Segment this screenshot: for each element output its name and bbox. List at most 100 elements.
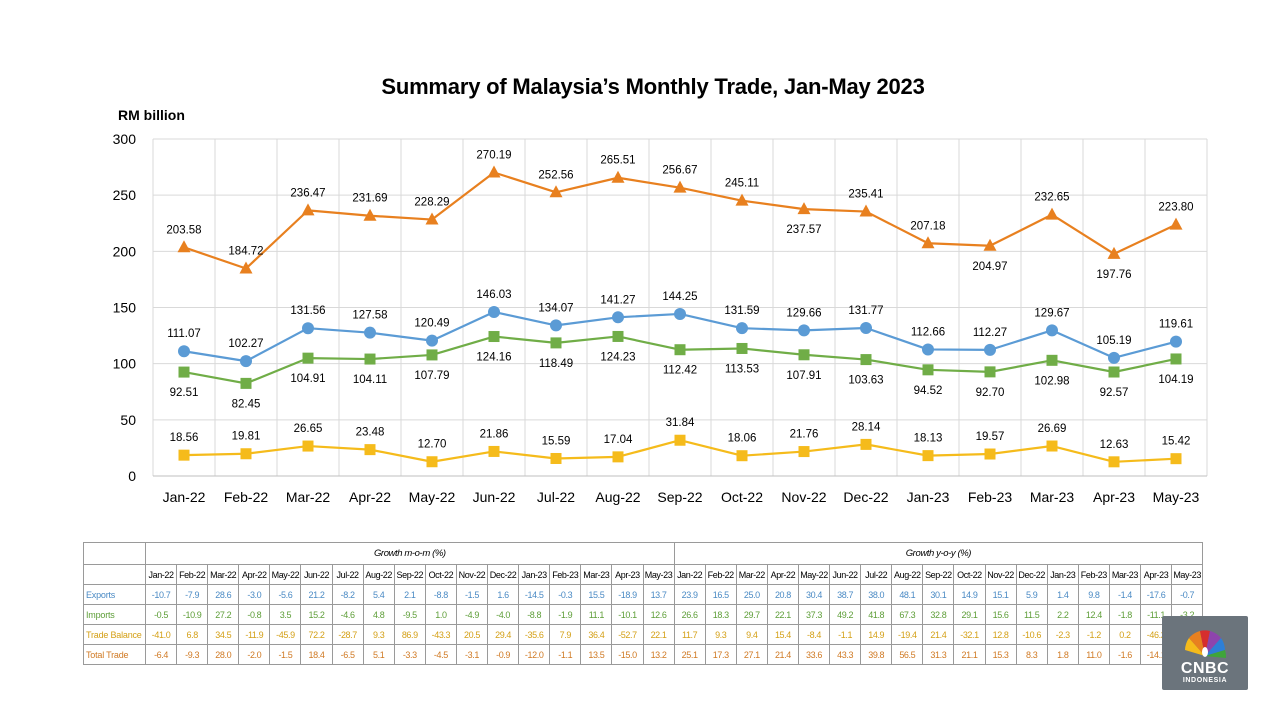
table-cell: 34.5: [207, 624, 240, 645]
x-tick-label: Aug-22: [595, 489, 640, 505]
data-label: 203.58: [166, 224, 201, 236]
month-header-cell: Mar-23: [580, 564, 613, 585]
table-cell: -4.5: [424, 644, 457, 665]
month-header-cell: Oct-22: [424, 564, 457, 585]
row-label: Trade Balance: [83, 624, 146, 645]
y-tick-label: 0: [128, 468, 136, 484]
data-point: [549, 185, 563, 198]
table-cell: 11.0: [1077, 644, 1110, 665]
data-point: [426, 334, 438, 347]
data-point: [177, 240, 191, 253]
data-point: [798, 446, 810, 458]
table-row: Total Trade -6.4 -9.3 28.0 -2.0 -1.5 18.4 -6.5 5…: [83, 644, 1204, 665]
data-point: [239, 261, 253, 274]
x-tick-label: Apr-22: [349, 489, 391, 505]
data-label: 113.53: [725, 363, 759, 375]
data-point: [922, 343, 934, 356]
data-point: [550, 319, 562, 332]
data-label: 12.70: [418, 439, 447, 451]
table-cell: 1.8: [1046, 644, 1079, 665]
table-cell: 13.2: [642, 644, 675, 665]
data-label: 124.16: [476, 352, 511, 364]
data-label: 231.69: [352, 193, 387, 205]
data-point: [240, 355, 252, 368]
data-label: 26.69: [1038, 423, 1067, 435]
table-cell: 1.4: [1046, 584, 1079, 605]
data-label: 92.70: [976, 387, 1005, 399]
table-cell: 29.4: [487, 624, 520, 645]
data-label: 105.19: [1096, 335, 1131, 347]
data-label: 107.91: [786, 370, 821, 382]
table-cell: 7.9: [549, 624, 582, 645]
month-header-cell: Apr-22: [238, 564, 271, 585]
table-cell: 38.0: [860, 584, 893, 605]
month-header-cell: Mar-23: [1108, 564, 1142, 585]
table-cell: -2.0: [238, 644, 271, 665]
data-point: [488, 305, 500, 318]
table-cell: -8.8: [424, 584, 457, 605]
data-point: [364, 326, 376, 339]
table-cell: 37.3: [797, 604, 831, 625]
data-label: 131.77: [848, 305, 883, 317]
month-header-cell: Feb-23: [549, 564, 582, 585]
x-tick-label: May-23: [1153, 489, 1200, 505]
data-point: [426, 456, 438, 468]
x-tick-label: Feb-22: [224, 489, 269, 505]
data-point: [798, 349, 810, 361]
chart-title: Summary of Malaysia’s Monthly Trade, Jan…: [381, 74, 925, 99]
table-cell: -8.2: [331, 584, 364, 605]
table-cell: 4.8: [362, 604, 395, 625]
y-tick-label: 250: [113, 187, 137, 203]
table-cell: 18.4: [300, 644, 333, 665]
table-cell: -41.0: [144, 624, 178, 645]
table-cell: -10.7: [144, 584, 178, 605]
data-point: [301, 203, 315, 216]
x-tick-label: Nov-22: [781, 489, 826, 505]
data-label: 204.97: [972, 261, 1007, 273]
logo-subtext: INDONESIA: [1182, 677, 1228, 684]
data-label: 102.98: [1034, 375, 1069, 387]
data-label: 127.58: [352, 310, 387, 322]
data-label: 131.56: [290, 305, 325, 317]
month-header-cell: Sep-22: [922, 564, 955, 585]
data-point: [984, 366, 996, 378]
table-cell: -9.5: [393, 604, 426, 625]
table-cell: 12.8: [984, 624, 1017, 645]
row-label: Exports: [83, 584, 146, 605]
data-point: [859, 204, 873, 217]
table-cell: 15.2: [300, 604, 333, 625]
table-cell: 43.3: [829, 644, 862, 665]
month-header-cell: Aug-22: [362, 564, 395, 585]
data-label: 19.57: [976, 431, 1005, 443]
data-point: [302, 322, 314, 335]
table-cell: 41.8: [860, 604, 893, 625]
data-label: 92.51: [170, 387, 199, 399]
data-point: [426, 349, 438, 361]
table-cell: -45.9: [269, 624, 302, 645]
data-point: [674, 344, 686, 356]
group-header-mom: Growth m-o-m (%): [145, 542, 675, 565]
x-tick-label: Jan-23: [907, 489, 950, 505]
data-point: [860, 354, 872, 366]
table-cell: 12.6: [642, 604, 675, 625]
data-label: 131.59: [724, 305, 759, 317]
table-cell: 22.1: [766, 604, 799, 625]
table-cell: -10.6: [1015, 624, 1048, 645]
table-cell: -6.5: [331, 644, 364, 665]
data-label: 15.42: [1162, 436, 1191, 448]
month-header-cell: Mar-22: [207, 564, 240, 585]
table-cell: -4.9: [455, 604, 489, 625]
line-chart: 0 50 100 150 200 250 300 Jan-22 Feb-22 Mar-22 Apr-…: [113, 131, 1208, 505]
group-header-yoy: Growth y-o-y (%): [673, 542, 1204, 565]
table-cell: 11.1: [580, 604, 613, 625]
table-cell: 9.8: [1077, 584, 1110, 605]
month-header-cell: Mar-22: [735, 564, 768, 585]
month-header-cell: May-22: [797, 564, 831, 585]
table-cell: 21.4: [766, 644, 799, 665]
data-label: 112.27: [973, 327, 1007, 339]
month-header-cell: Feb-23: [1077, 564, 1110, 585]
table-cell: 29.1: [953, 604, 986, 625]
data-label: 18.56: [170, 432, 199, 444]
table-cell: 38.7: [829, 584, 862, 605]
table-cell: 9.3: [704, 624, 737, 645]
